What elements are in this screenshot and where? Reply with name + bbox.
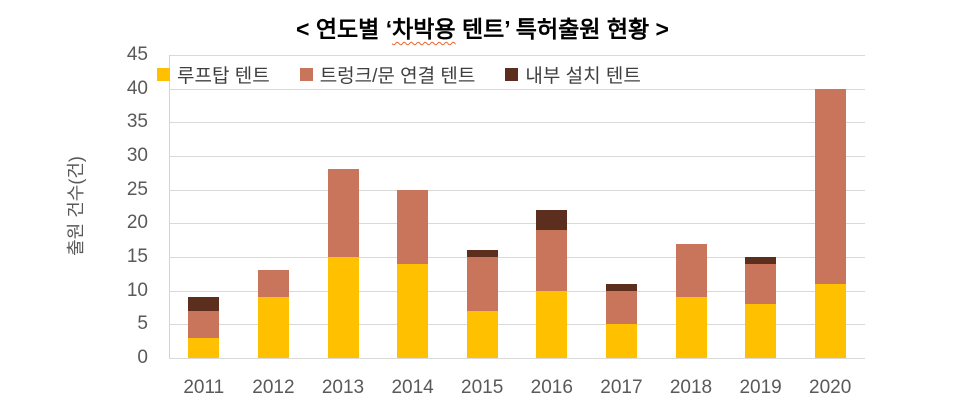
legend-label: 트렁크/문 연결 텐트 [319,66,476,87]
gridline-y-30 [169,156,865,157]
y-tick-label-15: 15 [126,246,148,267]
legend-swatch-icon [157,68,170,81]
chart-title-suffix: 텐트’ 특허출원 현황 > [455,16,669,42]
y-tick-label-45: 45 [126,44,148,65]
gridline-y-15 [169,257,865,258]
y-axis-title: 출원 건수(건) [66,156,86,256]
bar-2017-segment-1 [605,290,637,325]
gridline-y-20 [169,223,865,225]
bar-2018-segment-1 [675,243,707,298]
y-tick-label-10: 10 [126,279,148,301]
x-tick-label-2019: 2019 [739,377,782,398]
y-tick-label-5: 5 [137,313,148,335]
x-tick-label-2013: 2013 [321,377,365,398]
bar-2013-segment-0 [327,257,359,358]
x-tick-label-2020: 2020 [809,377,852,398]
bar-2012-segment-0 [257,297,289,358]
gridline-y-10 [169,290,865,292]
legend: 루프탑 텐트 트렁크/문 연결 텐트 내부 설치 텐트 [157,61,641,88]
gridline-y-35 [169,122,865,124]
plot-area [169,55,865,359]
bar-2014-segment-0 [397,263,429,358]
legend-swatch-icon [299,68,313,81]
y-tick-label-20: 20 [126,212,148,234]
x-tick-label-2017: 2017 [600,377,643,398]
bar-2018-segment-0 [675,297,707,358]
x-tick-label-2012: 2012 [252,377,295,398]
legend-item-2: 내부 설치 텐트 [505,61,641,88]
y-tick-label-25: 25 [126,178,148,200]
bar-2020-segment-1 [814,88,846,284]
bar-2017-segment-0 [605,324,637,358]
bar-2013-segment-1 [327,169,359,257]
legend-label: 루프탑 텐트 [177,66,270,87]
bar-2019-segment-1 [745,263,777,305]
legend-item-0: 루프탑 텐트 [157,61,270,88]
x-tick-label-2016: 2016 [530,377,573,398]
bar-2011-segment-1 [188,310,220,338]
legend-item-1: 트렁크/문 연결 텐트 [299,61,476,88]
gridline-y-5 [169,324,865,326]
y-tick-label-40: 40 [126,77,148,99]
chart-title-underlined-word: 차박용 [392,16,456,42]
y-tick-label-0: 0 [137,347,148,368]
bar-2014-segment-1 [397,189,429,264]
bar-2015-segment-1 [466,257,498,311]
bar-2011-segment-0 [188,337,220,358]
x-tick-label-2018: 2018 [669,377,713,398]
bar-2016-segment-1 [536,230,568,291]
gridline-y-45 [169,55,865,56]
bar-2020-segment-0 [814,283,846,358]
x-tick-label-2014: 2014 [391,377,434,398]
bar-2012-segment-1 [257,270,289,298]
bar-2017-segment-2 [605,283,637,291]
bar-2016-segment-2 [536,209,568,231]
legend-label: 내부 설치 텐트 [525,66,641,87]
chart-title: < 연도별 ‘차박용 텐트’ 특허출원 현황 > [0,10,965,44]
bar-2015-segment-0 [466,310,498,358]
bar-2019-segment-2 [745,257,777,264]
bar-2019-segment-0 [745,304,777,358]
y-tick-label-35: 35 [126,111,148,133]
gridline-y-40 [169,88,865,90]
y-tick-label-30: 30 [126,145,148,166]
legend-swatch-icon [505,68,519,81]
bar-2016-segment-0 [536,290,568,358]
chart-title-prefix: < 연도별 ‘ [296,16,393,42]
y-axis-line [169,55,170,358]
bar-2011-segment-2 [188,297,220,311]
gridline-y-25 [169,189,865,191]
x-tick-label-2015: 2015 [461,377,504,398]
x-tick-label-2011: 2011 [183,377,225,398]
gridline-y-0 [169,358,865,359]
bar-2015-segment-2 [466,250,498,257]
